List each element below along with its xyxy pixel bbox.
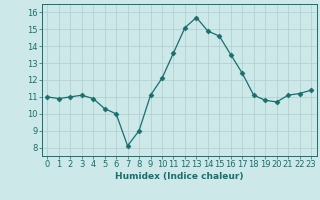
X-axis label: Humidex (Indice chaleur): Humidex (Indice chaleur) <box>115 172 244 181</box>
